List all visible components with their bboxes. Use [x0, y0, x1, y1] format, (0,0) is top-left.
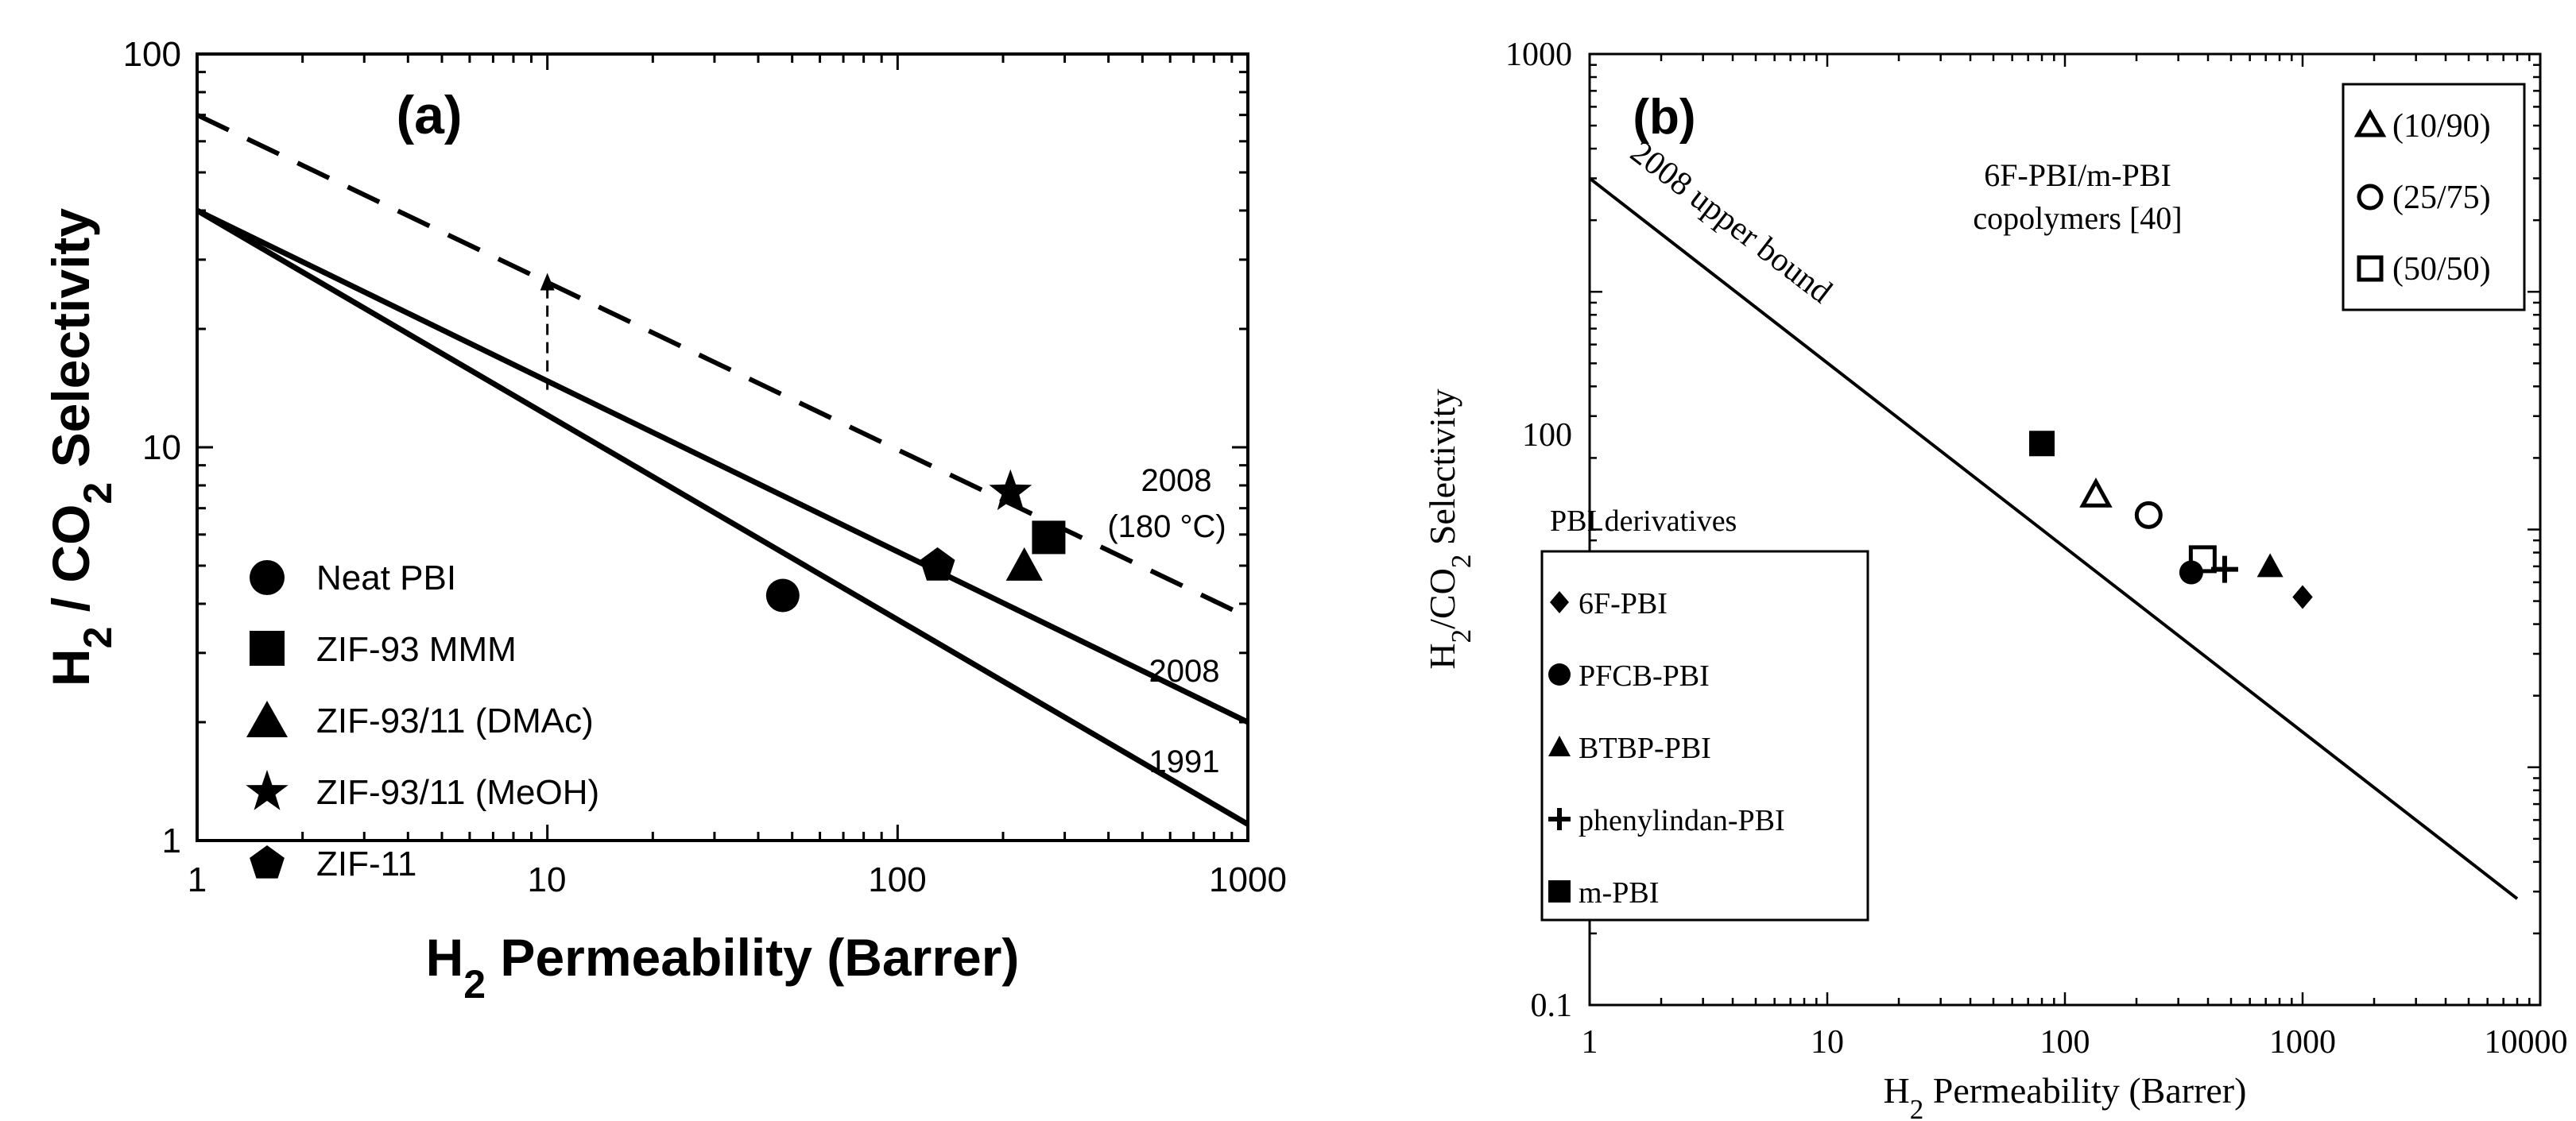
panel-a-y-tick-label: 100 — [123, 35, 181, 74]
legend-label-50-50: (50/50) — [2392, 251, 2491, 288]
legend-label-btbp-pbi: BTBP-PBI — [1579, 732, 1711, 765]
legend-marker-circle — [250, 560, 285, 595]
line-2008 — [196, 207, 1249, 725]
legend-label-zif-93-11-meoh: ZIF-93/11 (MeOH) — [316, 773, 599, 812]
panel-b-x-axis-label: H2 Permeability (Barrer) — [1884, 1070, 2247, 1121]
legend-marker-diamond — [1550, 591, 1569, 613]
annotation-arrow-head — [540, 273, 555, 291]
point-6f-pbi — [2292, 585, 2313, 609]
legend-marker-open-circle — [2357, 184, 2384, 211]
legend-marker-open-square — [2357, 255, 2384, 282]
panel-a-x-tick-label: 10 — [528, 860, 567, 899]
panel-a-y-axis-label: H2 / CO2 Selectivity — [41, 208, 120, 686]
derivatives-legend-box — [1540, 550, 1869, 922]
panel-b-x-tick-label: 10 — [1811, 1024, 1844, 1061]
panel-a-chart: (a) 1 10 100 1000 1 10 100 H2 Permeabili… — [41, 35, 1287, 1007]
panel-b-y-tick-label: 0.1 — [1531, 988, 1573, 1024]
line-2008-upper-bound — [1588, 176, 2519, 900]
panel-b-x-tick-label: 10000 — [2485, 1024, 2568, 1061]
panel-b-y-tick-label: 100 — [1522, 417, 1572, 454]
line-label-180C: (180 °C) — [1107, 509, 1226, 544]
panel-a-label: (a) — [396, 85, 462, 145]
legend-marker-square — [250, 631, 285, 666]
panel-b-x-tick-label: 100 — [2040, 1024, 2090, 1061]
panel-b-chart: (b) 1 10 100 1000 10000 0.1 1 10 100 100… — [1422, 37, 2568, 1121]
panel-b-points — [2029, 431, 2313, 609]
point-10-90 — [2079, 477, 2113, 508]
derivatives-title: PBI derivatives — [1550, 504, 1737, 538]
legend-label-m-pbi: m-PBI — [1579, 876, 1659, 910]
line-label-2008-180C: 2008 — [1141, 463, 1212, 498]
point-m-pbi — [2029, 431, 2055, 457]
upper-bound-label: 2008 upper bound — [1624, 133, 1838, 311]
copolymer-title-line1: 6F-PBI/m-PBI — [1984, 157, 2171, 193]
legend-marker-triangle — [1548, 736, 1571, 756]
legend-marker-plus — [1548, 808, 1571, 830]
point-neat-pbi — [765, 578, 800, 613]
legend-marker-triangle — [246, 701, 288, 737]
point-25-75 — [2134, 501, 2163, 529]
point-btbp-pbi — [2256, 553, 2284, 578]
legend-marker-open-triangle — [2353, 108, 2387, 137]
copolymer-title-line2: copolymers [40] — [1973, 200, 2182, 236]
point-zif-93-11-meoh — [989, 469, 1032, 511]
legend-label-25-75: (25/75) — [2392, 180, 2491, 216]
legend-label-phenylindan-pbi: phenylindan-PBI — [1579, 804, 1785, 837]
panel-b-y-axis-label: H2/CO2 Selectivity — [1422, 388, 1477, 669]
panel-a-lines — [196, 112, 1249, 827]
legend-label-pfcb-pbi: PFCB-PBI — [1579, 659, 1710, 693]
panel-b-lines — [1588, 176, 2519, 900]
legend-label-zif-93-11-dmac: ZIF-93/11 (DMAc) — [316, 702, 594, 740]
panel-b-x-tick-label: 1000 — [2269, 1024, 2336, 1061]
panel-a-legend: Neat PBI ZIF-93 MMM ZIF-93/11 (DMAc) ZIF… — [246, 559, 599, 883]
copolymer-legend: (10/90) (25/75) (50/50) — [2342, 83, 2526, 311]
panel-a-x-tick-label: 100 — [868, 860, 926, 899]
panel-a-ticks — [196, 54, 1248, 842]
legend-label-zif-11: ZIF-11 — [316, 845, 416, 883]
panel-a-x-tick-label: 1000 — [1209, 860, 1287, 899]
point-zif-93-11-dmac — [1005, 547, 1043, 581]
panel-a-points — [765, 469, 1066, 613]
derivatives-legend: 6F-PBI PFCB-PBI BTBP-PBI phenylindan-PBI… — [1540, 550, 1869, 922]
legend-marker-pentagon — [250, 845, 285, 879]
point-50-50 — [2188, 545, 2217, 574]
panel-b-x-tick-label: 1 — [1582, 1024, 1598, 1061]
panel-a-x-tick-label: 1 — [188, 860, 207, 899]
panel-b-label: (b) — [1633, 90, 1695, 145]
point-zif-93-mmm — [1032, 520, 1066, 555]
panel-a-x-axis-label: H2 Permeability (Barrer) — [426, 928, 1020, 1007]
line-label-1991: 1991 — [1149, 744, 1220, 779]
line-label-2008: 2008 — [1149, 654, 1220, 689]
point-zif-11 — [920, 547, 955, 581]
panel-b-y-tick-label: 1000 — [1505, 37, 1572, 73]
legend-marker-circle — [1548, 663, 1571, 686]
legend-label-neat-pbi: Neat PBI — [316, 559, 456, 597]
legend-marker-star — [246, 770, 289, 810]
legend-label-zif-93-mmm: ZIF-93 MMM — [316, 630, 517, 669]
line-1991 — [196, 207, 1249, 827]
panel-a-y-tick-label: 10 — [142, 428, 181, 467]
legend-label-10-90: (10/90) — [2392, 108, 2491, 145]
legend-marker-square — [1548, 880, 1571, 903]
legend-label-6f-pbi: 6F-PBI — [1579, 587, 1668, 620]
panel-a-y-tick-label: 1 — [162, 821, 181, 860]
line-2008-180-c — [196, 112, 1249, 620]
